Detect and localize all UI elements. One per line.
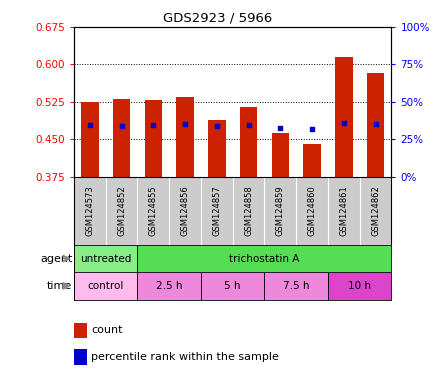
Text: GSM124573: GSM124573 [85,185,94,236]
Point [213,123,220,129]
Bar [302,144,320,177]
Text: GSM124852: GSM124852 [117,185,126,236]
Point [181,121,188,127]
Text: 2.5 h: 2.5 h [156,281,182,291]
Bar [81,102,99,177]
Point [276,125,283,131]
Text: GSM124862: GSM124862 [370,185,379,236]
Bar [207,120,225,177]
Text: GSM124861: GSM124861 [339,185,348,236]
Point [308,126,315,132]
Text: 5 h: 5 h [224,281,240,291]
Text: time: time [47,281,72,291]
Point [118,123,125,129]
Text: GSM124856: GSM124856 [180,185,189,236]
Bar [137,272,201,300]
Text: control: control [87,281,124,291]
Point [245,122,252,128]
Text: GSM124859: GSM124859 [275,185,284,236]
Text: percentile rank within the sample: percentile rank within the sample [91,352,279,362]
Bar [327,272,391,300]
Text: 10 h: 10 h [348,281,370,291]
Text: 7.5 h: 7.5 h [283,281,309,291]
Bar [201,272,264,300]
Bar [176,97,194,177]
Text: GSM124857: GSM124857 [212,185,221,236]
Text: GSM124855: GSM124855 [148,185,158,236]
Bar [74,272,137,300]
Bar [366,73,384,177]
Text: trichostatin A: trichostatin A [229,253,299,264]
Bar [137,245,391,272]
Text: GSM124860: GSM124860 [307,185,316,236]
Text: count: count [91,325,122,335]
Point [372,121,378,127]
Bar [144,100,162,177]
Bar [112,99,130,177]
Bar [74,245,137,272]
Bar [271,133,289,177]
Bar [334,57,352,177]
Text: GSM124858: GSM124858 [243,185,253,236]
Point [149,122,157,128]
Text: agent: agent [40,253,72,264]
Text: untreated: untreated [80,253,131,264]
Bar [239,107,257,177]
Text: GDS2923 / 5966: GDS2923 / 5966 [162,12,272,25]
Point [339,120,346,126]
Bar [264,272,327,300]
Point [86,122,93,128]
